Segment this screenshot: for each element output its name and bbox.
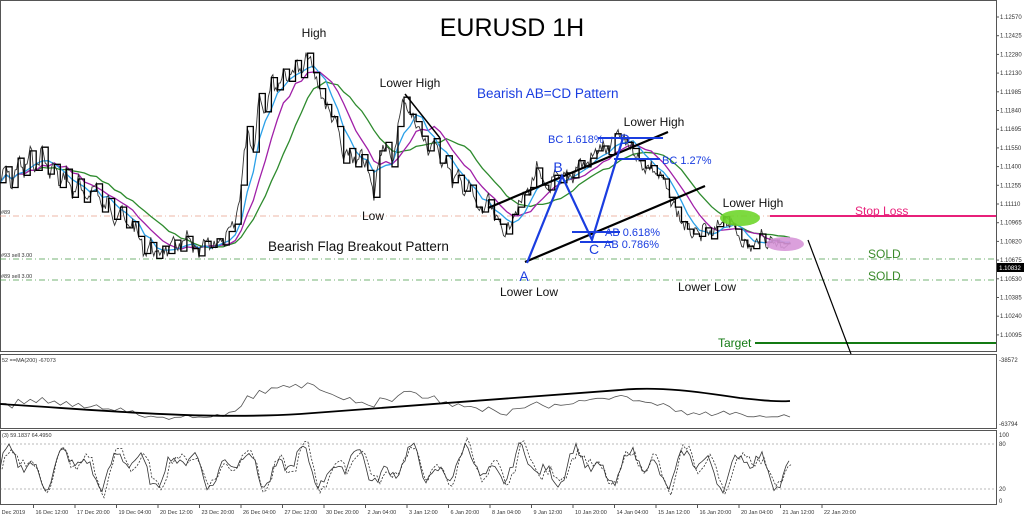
time-tick-label: 14 Jan 04:00 — [617, 510, 649, 516]
label-low: Low — [362, 209, 384, 223]
price-tick-label: 1.10095 — [1000, 333, 1022, 339]
label-bc-1618: BC 1.618% — [548, 134, 604, 146]
chart-title: EURUSD 1H — [440, 14, 584, 42]
ma-blue-line — [0, 65, 790, 251]
time-tick-label: 9 Jan 12:00 — [534, 510, 563, 516]
price-tick-label: 1.10675 — [1000, 258, 1022, 264]
label-sold-2: SOLD — [868, 269, 901, 283]
indicator-panel-2 — [0, 430, 997, 505]
flag-lower-line — [524, 184, 706, 264]
indicator-2-tick-0: 0 — [999, 499, 1003, 505]
current-price-label: 1.10832 — [999, 266, 1021, 272]
price-tick-label: 1.11110 — [1000, 202, 1021, 208]
time-tick-label: 23 Dec 20:00 — [202, 510, 235, 516]
label-point-d: D — [620, 131, 630, 147]
time-tick-label: 26 Dec 04:00 — [243, 510, 276, 516]
flag-upper-line — [487, 130, 669, 210]
price-tick-label: 1.10530 — [1000, 277, 1022, 283]
label-point-b: B — [553, 159, 562, 175]
label-bc-127: BC 1.27% — [662, 155, 712, 167]
price-tick-label: 1.12130 — [1000, 71, 1022, 77]
label-lower-high-1: Lower High — [380, 76, 441, 90]
price-tick-label: 1.11695 — [1000, 127, 1022, 133]
price-tick-label: 1.12425 — [1000, 34, 1022, 40]
time-tick-label: 20 Dec 12:00 — [160, 510, 193, 516]
price-tick-label: 1.11550 — [1000, 146, 1022, 152]
label-lower-low-2: Lower Low — [678, 280, 736, 294]
label-abcd: Bearish AB=CD Pattern — [477, 86, 618, 101]
time-tick-label: 17 Dec 20:00 — [77, 510, 110, 516]
ma-purple-line — [0, 71, 791, 250]
time-tick-label: 2 Jan 04:00 — [368, 510, 397, 516]
lower-high-segment — [404, 93, 441, 139]
label-ab-0618: AB 0.618% — [605, 227, 660, 239]
label-target: Target — [718, 336, 752, 350]
lower-high-zone — [720, 210, 760, 226]
time-tick-label: 6 Jan 20:00 — [451, 510, 480, 516]
order-label-left: #89 — [1, 210, 10, 216]
ma-green-line — [0, 80, 791, 249]
time-tick-label: 22 Jan 20:00 — [824, 510, 856, 516]
indicator-2-tick-80: 80 — [999, 442, 1006, 448]
time-tick-label: 19 Dec 04:00 — [119, 510, 152, 516]
label-ab-0786: AB 0.786% — [604, 239, 659, 251]
abcd-zigzag — [525, 137, 625, 264]
indicator-panel-1 — [0, 354, 997, 429]
indicator-1-tick-top: -38572 — [999, 358, 1018, 364]
price-tick-label: 1.11400 — [1000, 165, 1022, 171]
price-axis: 1.12570 1.12425 1.12280 1.12130 1.11985 1.118… — [996, 15, 1022, 339]
step-trend-line — [0, 52, 791, 260]
price-tick-label: 1.10385 — [1000, 296, 1022, 302]
time-tick-label: 3 Jan 12:00 — [409, 510, 438, 516]
price-tick-label: 1.10240 — [1000, 314, 1022, 320]
time-tick-label: 27 Dec 12:00 — [285, 510, 318, 516]
sell-zone — [766, 237, 804, 251]
label-stop-loss: Stop Loss — [855, 204, 908, 218]
price-tick-label: 1.11255 — [1000, 183, 1022, 189]
time-tick-label: 16 Dec 2019 — [0, 510, 25, 516]
label-point-c: C — [589, 241, 599, 257]
indicator-2-tick-100: 100 — [999, 433, 1010, 439]
label-high: High — [302, 26, 327, 40]
indicator-2-label: (3) 59.1837 64.4950 — [2, 433, 52, 439]
indicator-2-tick-20: 20 — [999, 487, 1006, 493]
price-tick-label: 1.12570 — [1000, 15, 1022, 21]
time-tick-label: 15 Jan 12:00 — [658, 510, 690, 516]
time-tick-label: 16 Jan 20:00 — [700, 510, 732, 516]
time-tick-label: 30 Dec 20:00 — [326, 510, 359, 516]
price-tick-label: 1.12280 — [1000, 52, 1022, 58]
indicator-1-line — [0, 382, 791, 420]
time-tick-label: 8 Jan 04:00 — [492, 510, 521, 516]
label-lower-low-1: Lower Low — [500, 285, 558, 299]
price-tick-label: 1.11840 — [1000, 109, 1022, 115]
price-series-line — [0, 52, 791, 258]
time-axis: 16 Dec 2019 16 Dec 12:00 17 Dec 20:00 19 De… — [0, 505, 856, 516]
time-tick-label: 20 Jan 04:00 — [741, 510, 773, 516]
label-point-a: A — [519, 268, 529, 284]
label-lower-high-2: Lower High — [624, 115, 685, 129]
time-tick-label: 16 Dec 12:00 — [36, 510, 69, 516]
price-tick-label: 1.10965 — [1000, 221, 1022, 227]
order-label-lower: #89 sell 3.00 — [1, 274, 32, 280]
indicator-1-label: 52 ==MA(200) -67073 — [2, 358, 56, 364]
indicator-1-ma-line — [0, 387, 791, 417]
price-tick-label: 1.11985 — [1000, 90, 1022, 96]
projection-line — [807, 239, 852, 355]
time-tick-label: 21 Jan 12:00 — [783, 510, 815, 516]
indicator-2-signal-line — [1, 436, 792, 499]
label-bear-flag: Bearish Flag Breakout Pattern — [268, 239, 449, 254]
order-label-upper: #93 sell 3.00 — [1, 253, 32, 259]
main-panel — [0, 0, 997, 352]
label-sold-1: SOLD — [868, 247, 901, 261]
price-tick-label: 1.10820 — [1000, 239, 1022, 245]
indicator-1-tick-bottom: -63794 — [999, 422, 1018, 428]
time-tick-label: 10 Jan 20:00 — [575, 510, 607, 516]
indicator-2-main-line — [0, 442, 790, 495]
label-lower-high-3: Lower High — [723, 196, 784, 210]
current-price-box — [997, 263, 1024, 272]
